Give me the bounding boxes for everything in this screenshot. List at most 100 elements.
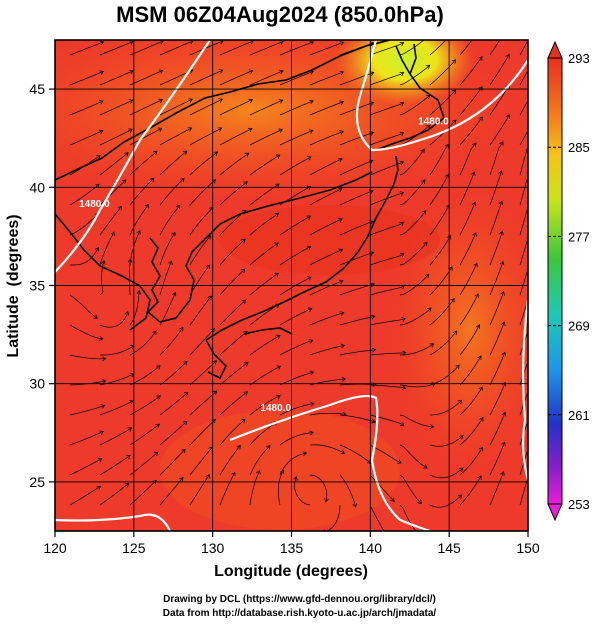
streamline — [219, 299, 247, 326]
streamline-arrow — [274, 272, 280, 277]
streamline — [249, 470, 261, 506]
streamline-arrow — [127, 258, 133, 263]
colorbar-tick-label: 293 — [568, 51, 590, 66]
streamline — [219, 391, 248, 416]
streamline — [399, 343, 434, 356]
streamline-arrow — [339, 100, 345, 106]
streamline — [339, 315, 375, 326]
y-tick-label: 45 — [29, 81, 45, 97]
streamline-arrow — [99, 70, 105, 75]
streamline-arrow — [371, 347, 377, 353]
y-axis-ticks: 25 30 35 40 45 — [29, 81, 55, 490]
streamline-arrow — [182, 150, 188, 156]
streamline — [189, 419, 216, 446]
streamline — [99, 206, 122, 236]
streamline-arrow — [473, 262, 478, 268]
colorbar-tick-label: 253 — [568, 497, 590, 512]
streamline — [399, 241, 428, 266]
streamline-arrow — [279, 469, 285, 475]
streamline — [69, 100, 104, 116]
streamline-arrow — [401, 317, 406, 322]
streamline — [429, 364, 460, 386]
streamline-arrow — [156, 395, 161, 400]
streamline-arrow — [420, 148, 425, 154]
streamline — [159, 98, 193, 116]
streamline — [309, 249, 343, 266]
streamline-arrow — [478, 27, 482, 31]
streamline-arrow — [309, 370, 315, 376]
streamline — [459, 417, 484, 446]
streamline-arrow — [274, 242, 279, 247]
streamline — [99, 231, 115, 266]
streamline — [159, 150, 188, 176]
streamline-arrow — [457, 494, 463, 499]
streamline-arrow — [505, 114, 510, 119]
streamline — [519, 236, 528, 266]
x-tick-label: 125 — [122, 540, 146, 556]
streamline — [99, 483, 130, 506]
streamline-arrow — [399, 422, 405, 427]
streamline — [279, 215, 311, 236]
contour-label: 1480.0 — [418, 116, 449, 127]
streamline — [459, 202, 476, 236]
streamline — [369, 317, 406, 326]
streamline — [309, 344, 345, 356]
streamline-arrow — [402, 350, 407, 356]
streamline — [99, 455, 131, 476]
streamline — [459, 40, 473, 56]
streamline-arrow — [207, 295, 212, 301]
x-tick-label: 140 — [359, 540, 383, 556]
streamline — [159, 204, 181, 236]
x-tick-label: 145 — [437, 540, 461, 556]
streamline-arrow — [99, 40, 105, 46]
streamline — [189, 40, 224, 56]
streamline — [339, 349, 376, 356]
streamline-arrow — [399, 253, 405, 258]
streamline-arrow — [310, 401, 315, 407]
streamline — [279, 308, 313, 326]
streamline — [489, 321, 505, 356]
streamline — [219, 238, 246, 266]
streamline-arrow — [275, 183, 280, 188]
streamline-arrow — [397, 459, 402, 464]
contour-label: 1480.0 — [79, 199, 110, 210]
colorbar-tick-label: 269 — [568, 319, 590, 334]
streamline-arrow — [302, 451, 308, 457]
streamline — [369, 253, 405, 266]
x-axis-ticks: 120 125 130 135 140 145 150 — [43, 531, 540, 556]
streamline — [519, 419, 528, 446]
streamline — [159, 392, 189, 416]
credit-drawing: Drawing by DCL (https://www.gfd-dennou.o… — [163, 594, 436, 605]
streamline — [159, 327, 184, 356]
streamline — [489, 170, 502, 206]
streamline-arrow — [390, 497, 395, 503]
streamline — [249, 272, 279, 296]
streamline — [399, 40, 425, 56]
streamline-arrow — [205, 474, 210, 479]
streamline-arrow — [213, 151, 219, 156]
streamline-arrow — [372, 382, 377, 387]
streamline — [219, 445, 241, 476]
streamline-arrow — [276, 365, 282, 370]
streamline-arrow — [472, 142, 477, 148]
streamline-arrow — [451, 59, 457, 64]
streamline-arrow — [188, 98, 193, 103]
streamline — [279, 371, 314, 386]
streamline — [249, 99, 283, 116]
streamline-arrow — [152, 330, 157, 335]
streamline — [129, 40, 164, 56]
y-tick-label: 25 — [29, 474, 45, 490]
streamline-arrow — [471, 201, 477, 207]
streamline-arrow — [429, 424, 435, 429]
streamline — [489, 442, 506, 476]
streamline-arrow — [243, 361, 249, 367]
streamline — [279, 41, 314, 56]
streamline-arrow — [153, 451, 159, 457]
streamline — [489, 261, 504, 296]
streamline — [279, 432, 314, 446]
streamline — [399, 383, 436, 388]
streamline — [99, 311, 129, 328]
streamline-arrow — [155, 423, 160, 429]
streamline-arrow — [158, 98, 164, 103]
streamline-arrow — [144, 203, 150, 209]
